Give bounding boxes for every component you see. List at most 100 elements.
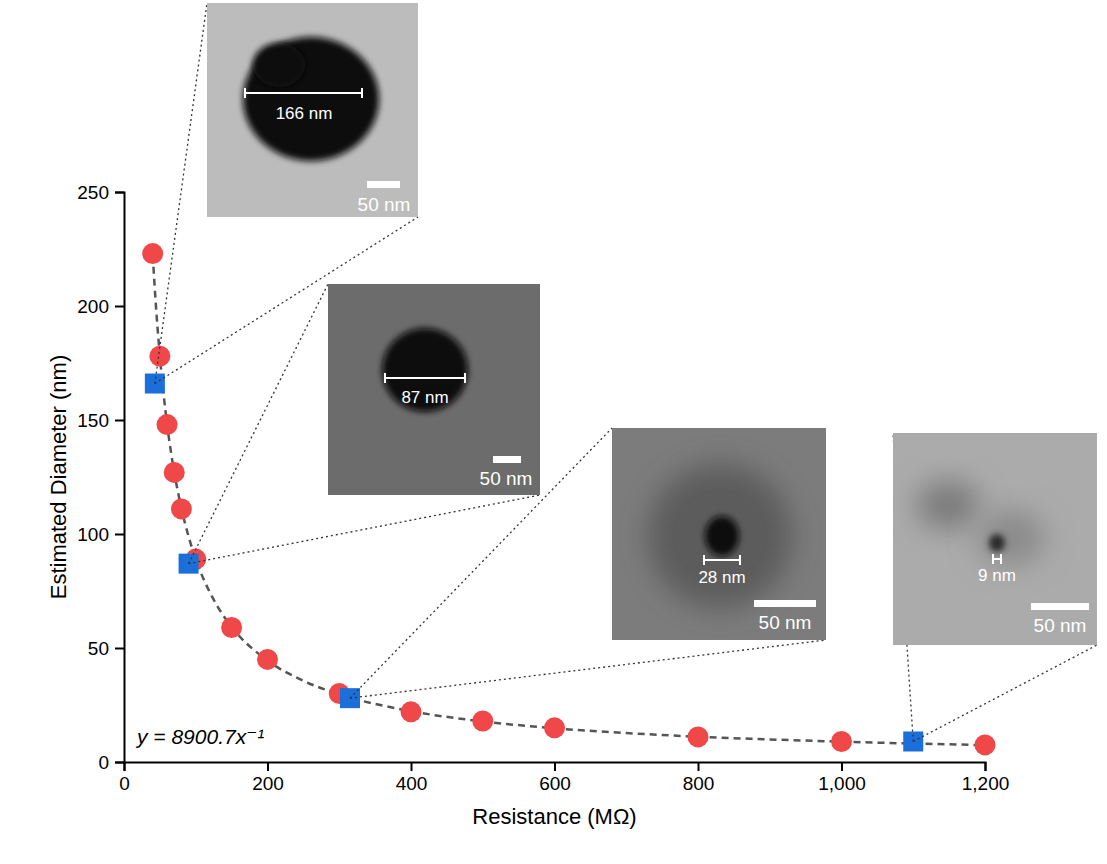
data-area xyxy=(142,243,995,755)
tick-label: 600 xyxy=(539,773,571,794)
measure-bar xyxy=(245,88,362,98)
tick: 0 xyxy=(98,752,124,773)
tick-label: 400 xyxy=(396,773,428,794)
tick-label: 800 xyxy=(683,773,715,794)
tick: 200 xyxy=(77,296,124,317)
measure-label: 28 nm xyxy=(698,568,745,587)
tick: 400 xyxy=(396,762,428,794)
square-point xyxy=(340,688,360,708)
tick-mark xyxy=(115,192,124,194)
tick-mark xyxy=(115,420,124,422)
tick: 200 xyxy=(252,762,284,794)
measure-bar xyxy=(993,554,1001,564)
measure-bar xyxy=(385,373,465,383)
tick-label: 150 xyxy=(77,410,109,431)
y-axis-title: Estimated Diameter (nm) xyxy=(46,355,71,600)
measure-label: 87 nm xyxy=(401,388,448,407)
tick-mark xyxy=(985,762,987,771)
tick-label: 0 xyxy=(119,773,130,794)
fit-line xyxy=(153,255,985,745)
inset-background xyxy=(207,3,418,217)
plot: 0 200 400 600 800 1,000 1,200 0 50 100 150 200 250 xyxy=(77,182,1009,795)
circle-point xyxy=(171,498,192,519)
tick-mark xyxy=(115,648,124,650)
tick-label: 1,000 xyxy=(818,773,866,794)
inset-background xyxy=(893,433,1097,645)
connector xyxy=(189,284,328,564)
tick-label: 250 xyxy=(77,182,109,203)
circle-point xyxy=(401,701,422,722)
y-axis: 0 50 100 150 200 250 xyxy=(77,182,124,773)
equation: y = 8900.7x⁻¹ xyxy=(135,725,264,748)
tick-mark xyxy=(698,762,700,771)
x-axis: 0 200 400 600 800 1,000 1,200 xyxy=(119,762,1009,794)
tick: 0 xyxy=(119,762,130,794)
scale-bar-label: 50 nm xyxy=(1034,615,1087,636)
tick: 1,000 xyxy=(818,762,866,794)
tick-label: 100 xyxy=(77,524,109,545)
tick-mark xyxy=(115,762,124,764)
inset-image xyxy=(648,464,792,608)
tick: 150 xyxy=(77,410,124,431)
inset-feature xyxy=(916,481,980,529)
inset: 9 nm 50 nm xyxy=(893,433,1097,645)
tick: 600 xyxy=(539,762,571,794)
inset-image xyxy=(243,37,379,161)
tick: 1,200 xyxy=(962,762,1010,794)
connectors xyxy=(155,3,1097,741)
scale-bar-label: 50 nm xyxy=(358,194,411,215)
tick-label: 50 xyxy=(88,638,109,659)
tick-mark xyxy=(841,762,843,771)
tick: 100 xyxy=(77,524,124,545)
inset-image xyxy=(382,328,468,412)
inset-background xyxy=(328,284,540,495)
chart: 02004006008001,0001,200050100150200250Re… xyxy=(0,0,1107,864)
scale-bar xyxy=(1031,603,1089,610)
inset-feature xyxy=(382,328,468,412)
circle-point xyxy=(688,726,709,747)
circle-point xyxy=(157,414,178,435)
axis-line xyxy=(125,763,986,772)
tick-mark xyxy=(115,306,124,308)
axis-line xyxy=(115,193,125,763)
measure-label: 166 nm xyxy=(276,104,333,123)
connector xyxy=(913,645,1097,741)
scale-bar xyxy=(367,181,400,188)
connector xyxy=(350,640,826,698)
circle-point xyxy=(164,462,185,483)
tick-label: 1,200 xyxy=(962,773,1010,794)
inset-feature xyxy=(977,510,1045,566)
inset-background xyxy=(612,428,826,640)
scale-bar-label: 50 nm xyxy=(480,468,533,489)
tick: 800 xyxy=(683,762,715,794)
circle-point xyxy=(221,617,242,638)
tick: 50 xyxy=(88,638,124,659)
inset-feature xyxy=(989,534,1005,552)
tick-label: 200 xyxy=(77,296,109,317)
circle-point xyxy=(257,649,278,670)
tick-mark xyxy=(267,762,269,771)
scale-bar-label: 50 nm xyxy=(759,612,812,633)
inset: 87 nm 50 nm xyxy=(328,284,540,495)
tick-mark xyxy=(554,762,556,771)
inset-image xyxy=(916,481,1045,566)
tick-mark xyxy=(115,534,124,536)
circle-point xyxy=(544,717,565,738)
tick-label: 0 xyxy=(98,752,109,773)
connector xyxy=(155,3,207,384)
square-point xyxy=(145,374,165,394)
circle-point xyxy=(975,734,996,755)
scale-bar xyxy=(493,456,521,463)
tick-label: 200 xyxy=(252,773,284,794)
inset-feature xyxy=(243,37,379,161)
connector xyxy=(189,495,540,564)
circle-point xyxy=(831,731,852,752)
inset-feature xyxy=(253,43,305,87)
tick-mark xyxy=(411,762,413,771)
inset-feature xyxy=(705,516,739,556)
measure-label: 9 nm xyxy=(978,566,1016,585)
inset-feature xyxy=(648,464,792,608)
measure-bar xyxy=(704,555,740,565)
circle-point xyxy=(472,710,493,731)
circle-point xyxy=(142,243,163,264)
